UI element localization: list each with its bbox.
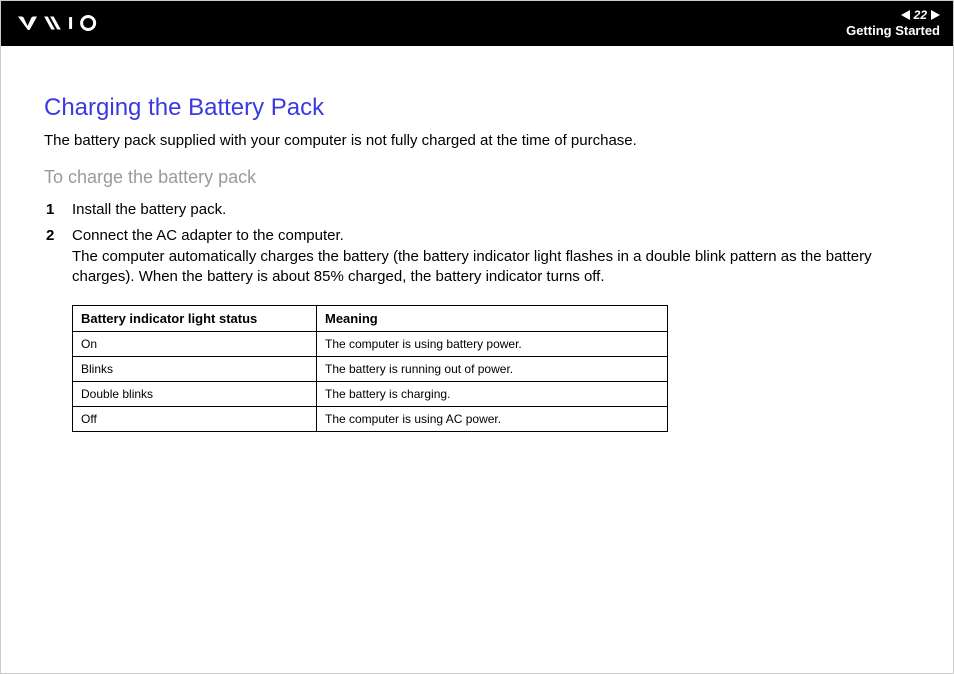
- step-number: 1: [46, 200, 72, 220]
- table-row: Blinks The battery is running out of pow…: [73, 357, 668, 382]
- table-header-cell: Meaning: [317, 306, 668, 332]
- table-cell: Double blinks: [73, 382, 317, 407]
- header-bar: 22 Getting Started: [0, 0, 954, 46]
- page-content: Charging the Battery Pack The battery pa…: [0, 46, 954, 432]
- step-item: 1 Install the battery pack.: [46, 200, 920, 220]
- table-cell: The battery is running out of power.: [317, 357, 668, 382]
- page-navigator: 22: [901, 8, 940, 22]
- page-number: 22: [914, 8, 927, 22]
- page-title: Charging the Battery Pack: [44, 94, 920, 122]
- table-row: On The computer is using battery power.: [73, 332, 668, 357]
- table-cell: Off: [73, 407, 317, 432]
- step-number: 2: [46, 226, 72, 287]
- table-row: Double blinks The battery is charging.: [73, 382, 668, 407]
- next-page-icon[interactable]: [931, 10, 940, 20]
- table-header-cell: Battery indicator light status: [73, 306, 317, 332]
- table-cell: The battery is charging.: [317, 382, 668, 407]
- table-cell: Blinks: [73, 357, 317, 382]
- intro-paragraph: The battery pack supplied with your comp…: [44, 132, 920, 149]
- table-header-row: Battery indicator light status Meaning: [73, 306, 668, 332]
- prev-page-icon[interactable]: [901, 10, 910, 20]
- section-subheading: To charge the battery pack: [44, 167, 920, 188]
- vaio-logo: [18, 14, 122, 32]
- table-cell: The computer is using battery power.: [317, 332, 668, 357]
- table-cell: The computer is using AC power.: [317, 407, 668, 432]
- step-text: Install the battery pack.: [72, 200, 920, 220]
- step-text: Connect the AC adapter to the computer.T…: [72, 226, 920, 287]
- table-row: Off The computer is using AC power.: [73, 407, 668, 432]
- step-item: 2 Connect the AC adapter to the computer…: [46, 226, 920, 287]
- steps-list: 1 Install the battery pack. 2 Connect th…: [44, 200, 920, 287]
- battery-status-table: Battery indicator light status Meaning O…: [72, 305, 668, 432]
- header-right: 22 Getting Started: [846, 8, 940, 38]
- section-label: Getting Started: [846, 23, 940, 38]
- table-cell: On: [73, 332, 317, 357]
